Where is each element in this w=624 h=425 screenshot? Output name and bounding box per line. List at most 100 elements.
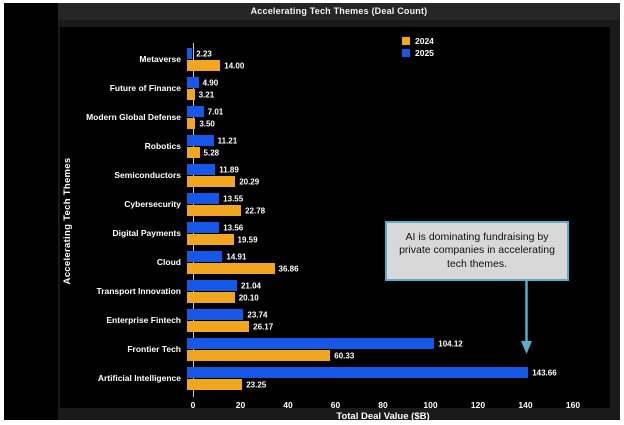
bar-line-2025: 14.91 xyxy=(187,251,567,262)
bar-row: Digital Payments 13.56 19.59 xyxy=(60,219,610,248)
bar-line-2025: 11.89 xyxy=(187,164,567,175)
bar-value-label: 13.55 xyxy=(223,194,244,203)
annotation-arrow-icon xyxy=(521,281,532,354)
bar-2025 xyxy=(187,251,223,262)
bar-2025 xyxy=(187,367,529,378)
legend-item-2025: 2025 xyxy=(402,48,434,58)
x-tick-label: 100 xyxy=(423,400,438,410)
legend-swatch-icon xyxy=(402,49,410,57)
bar-row: Transport Innovation 21.04 20.10 xyxy=(60,277,610,306)
bar-value-label: 19.59 xyxy=(237,235,258,244)
bar-value-label: 22.78 xyxy=(245,206,266,215)
bar-row: Frontier Tech 104.12 60.33 xyxy=(60,335,610,364)
bars-cell: 23.74 26.17 xyxy=(187,309,567,332)
bar-line-2025: 143.66 xyxy=(187,367,567,378)
bar-line-2025: 11.21 xyxy=(187,135,567,146)
category-label: Metaverse xyxy=(139,54,181,65)
bar-2025 xyxy=(187,309,244,320)
bar-2024 xyxy=(187,89,195,100)
bar-2024 xyxy=(187,379,243,390)
legend-swatch-icon xyxy=(402,37,410,45)
category-label: Cloud xyxy=(156,257,181,268)
bar-value-label: 2.23 xyxy=(196,49,212,58)
bar-line-2024: 20.10 xyxy=(187,292,567,303)
bar-2025 xyxy=(187,222,220,233)
legend-label: 2024 xyxy=(415,36,434,46)
bar-row: Modern Global Defense 7.01 3.50 xyxy=(60,103,610,132)
category-label: Modern Global Defense xyxy=(86,112,181,123)
bar-2025 xyxy=(187,193,220,204)
bar-line-2025: 23.74 xyxy=(187,309,567,320)
bar-line-2024: 14.00 xyxy=(187,60,567,71)
bars-cell: 7.01 3.50 xyxy=(187,106,567,129)
x-axis-label: Total Deal Value ($B) xyxy=(336,411,430,422)
bar-line-2024: 20.29 xyxy=(187,176,567,187)
bar-value-label: 23.74 xyxy=(247,310,268,319)
bar-line-2024: 23.25 xyxy=(187,379,567,390)
bar-value-label: 14.00 xyxy=(224,61,245,70)
category-label: Future of Finance xyxy=(109,83,181,94)
bar-2025 xyxy=(187,48,193,59)
x-tick-label: 40 xyxy=(283,400,293,410)
bar-2024 xyxy=(187,234,234,245)
x-tick-label: 60 xyxy=(330,400,341,410)
bar-row: Semiconductors 11.89 20.29 xyxy=(60,161,610,190)
bars-cell: 11.89 20.29 xyxy=(187,164,567,187)
bars-cell: 11.21 5.28 xyxy=(187,135,567,158)
title-strip xyxy=(58,3,620,20)
bar-line-2025: 13.56 xyxy=(187,222,567,233)
category-label: Artificial Intelligence xyxy=(97,373,181,384)
bar-line-2024: 5.28 xyxy=(187,147,567,158)
bar-value-label: 143.66 xyxy=(532,368,557,377)
bar-value-label: 36.86 xyxy=(278,264,299,273)
bar-2025 xyxy=(187,164,216,175)
bar-2024 xyxy=(187,205,242,216)
y-axis-line xyxy=(193,43,194,397)
category-label: Digital Payments xyxy=(112,228,182,239)
bar-value-label: 20.29 xyxy=(239,177,260,186)
bar-value-label: 13.56 xyxy=(223,223,244,232)
x-axis-ticks: 0 20 40 60 80 100 120 140 160 xyxy=(190,400,580,410)
bars-cell: 104.12 60.33 xyxy=(187,338,567,361)
chart-title: Accelerating Tech Themes (Deal Count) xyxy=(250,6,428,16)
bar-value-label: 104.12 xyxy=(438,339,463,348)
chart-legend: 2024 2025 xyxy=(402,36,434,58)
left-black-strip xyxy=(4,3,58,420)
bars-cell: 2.23 14.00 xyxy=(187,48,567,71)
bars-cell: 21.04 20.10 xyxy=(187,280,567,303)
bar-2025 xyxy=(187,106,204,117)
bar-2025 xyxy=(187,77,199,88)
bars-cell: 143.66 23.25 xyxy=(187,367,567,390)
x-tick-label: 0 xyxy=(190,400,196,410)
bar-line-2024: 60.33 xyxy=(187,350,567,361)
x-tick-label: 140 xyxy=(518,400,533,410)
bars-cell: 13.55 22.78 xyxy=(187,193,567,216)
category-label: Frontier Tech xyxy=(127,344,181,355)
bar-value-label: 23.25 xyxy=(246,380,267,389)
bar-line-2024: 26.17 xyxy=(187,321,567,332)
bar-line-2024: 36.86 xyxy=(187,263,567,274)
bar-value-label: 4.90 xyxy=(202,78,219,87)
bar-line-2024: 19.59 xyxy=(187,234,567,245)
category-label: Enterprise Fintech xyxy=(106,315,181,326)
bar-value-label: 7.01 xyxy=(207,107,224,116)
category-label: Semiconductors xyxy=(114,170,181,181)
x-tick-label: 80 xyxy=(378,400,388,410)
bar-value-label: 14.91 xyxy=(226,252,247,261)
bar-2024 xyxy=(187,147,200,158)
bar-2024 xyxy=(187,292,235,303)
bar-row: Enterprise Fintech 23.74 26.17 xyxy=(60,306,610,335)
x-tick-label: 160 xyxy=(565,400,581,410)
legend-label: 2025 xyxy=(415,48,434,58)
category-label: Cybersecurity xyxy=(124,199,181,210)
bar-row: Future of Finance 4.90 3.21 xyxy=(60,74,610,103)
bar-line-2025: 104.12 xyxy=(187,338,567,349)
bar-2025 xyxy=(187,338,435,349)
bar-2024 xyxy=(187,118,196,129)
bars-cell: 13.56 19.59 xyxy=(187,222,567,245)
category-label: Transport Innovation xyxy=(96,286,181,297)
bar-value-label: 11.21 xyxy=(217,136,238,145)
bar-2025 xyxy=(187,135,214,146)
bar-2024 xyxy=(187,321,250,332)
bar-row: Robotics 11.21 5.28 xyxy=(60,132,610,161)
